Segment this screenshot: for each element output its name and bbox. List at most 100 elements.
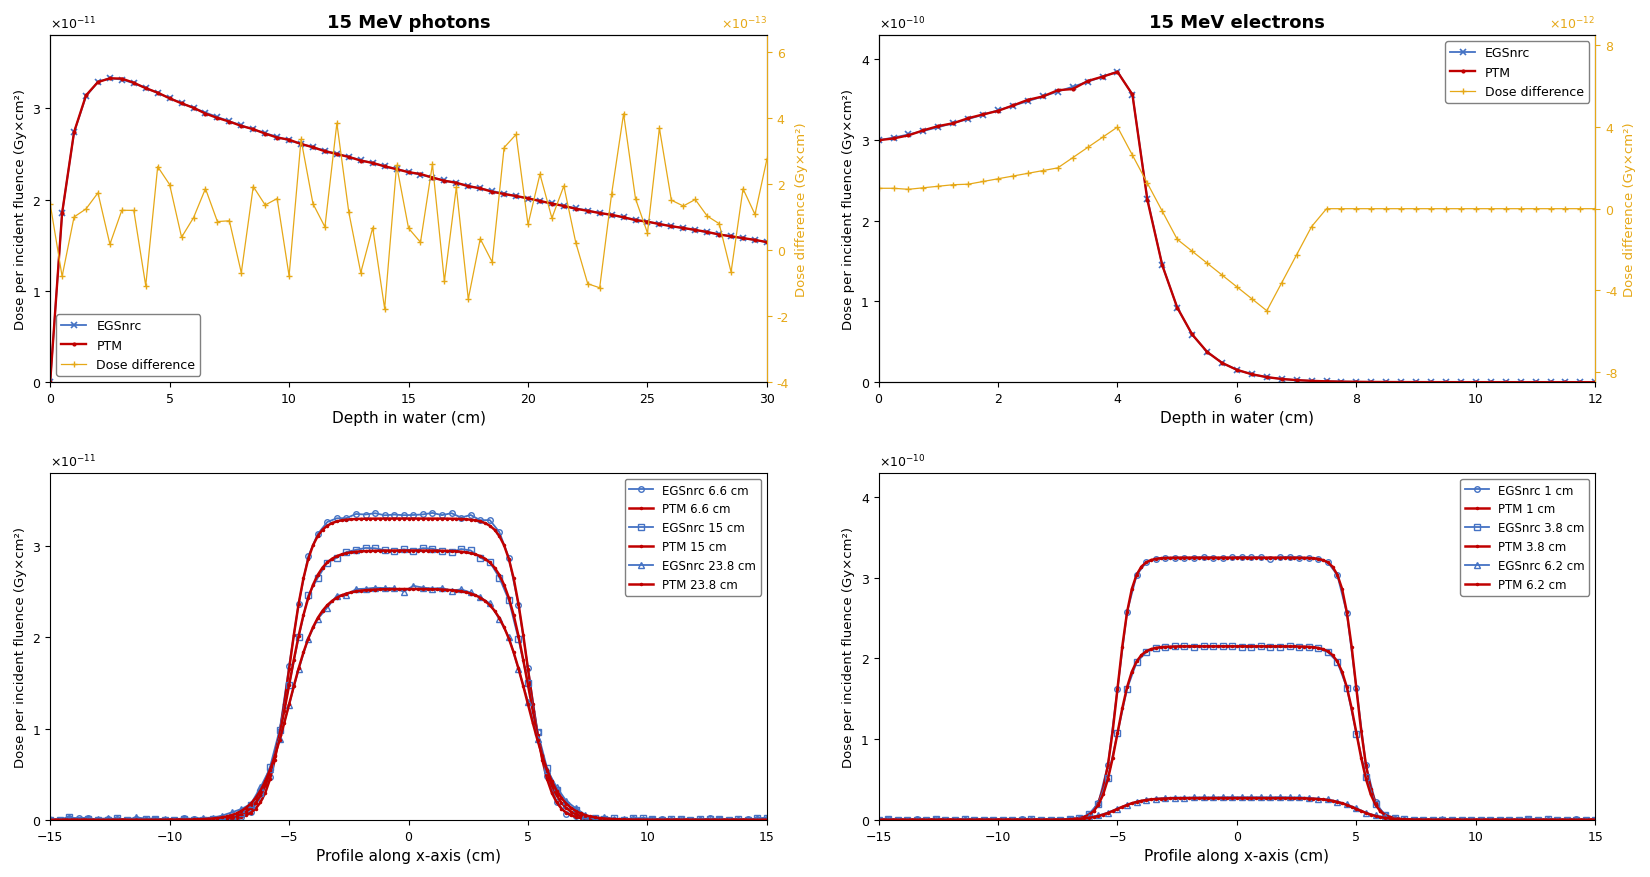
EGSnrc — [1107, 68, 1127, 78]
PTM — [868, 136, 888, 146]
PTM — [1482, 377, 1502, 388]
Dose difference — [884, 184, 904, 195]
EGSnrc — [1092, 73, 1112, 83]
PTM — [899, 131, 919, 141]
Dose difference — [1092, 132, 1112, 143]
Dose difference — [1346, 204, 1366, 215]
PTM 3.8 cm — [1218, 641, 1238, 652]
PTM 3.8 cm — [1327, 656, 1346, 667]
PTM — [929, 122, 949, 132]
EGSnrc — [1003, 102, 1023, 112]
EGSnrc — [101, 74, 120, 84]
EGSnrc 23.8 cm — [538, 765, 558, 775]
PTM — [196, 110, 216, 120]
PTM 23.8 cm — [40, 815, 59, 825]
Dose difference — [1541, 204, 1561, 215]
EGSnrc — [40, 377, 59, 388]
EGSnrc — [1571, 377, 1591, 388]
PTM — [219, 118, 239, 128]
PTM 6.2 cm — [868, 815, 888, 825]
PTM 15 cm — [389, 545, 409, 556]
EGSnrc 23.8 cm — [50, 815, 69, 825]
Legend: EGSnrc, PTM, Dose difference: EGSnrc, PTM, Dose difference — [1445, 42, 1589, 103]
EGSnrc 23.8 cm — [117, 815, 137, 825]
EGSnrc — [1198, 347, 1218, 358]
EGSnrc — [1257, 373, 1277, 383]
PTM 15 cm — [546, 790, 566, 801]
Title: 15 MeV photons: 15 MeV photons — [327, 14, 490, 32]
EGSnrc — [1465, 377, 1485, 388]
EGSnrc 6.6 cm — [528, 727, 548, 738]
Text: $\times 10^{-12}$: $\times 10^{-12}$ — [1549, 16, 1596, 32]
Line: PTM 23.8 cm: PTM 23.8 cm — [48, 588, 769, 822]
EGSnrc — [1526, 377, 1546, 388]
Dose difference — [1242, 294, 1262, 304]
Dose difference — [1406, 204, 1426, 215]
PTM 23.8 cm — [757, 815, 777, 825]
EGSnrc — [1228, 365, 1247, 375]
EGSnrc — [1302, 376, 1322, 387]
Line: PTM 15 cm: PTM 15 cm — [48, 549, 769, 822]
PTM — [1302, 376, 1322, 387]
Dose difference — [40, 199, 59, 210]
EGSnrc — [1152, 260, 1171, 271]
Legend: EGSnrc 6.6 cm, PTM 6.6 cm, EGSnrc 15 cm, PTM 15 cm, EGSnrc 23.8 cm, PTM 23.8 cm: EGSnrc 6.6 cm, PTM 6.6 cm, EGSnrc 15 cm,… — [625, 479, 761, 596]
PTM 6.2 cm — [1218, 793, 1238, 803]
PTM — [1511, 377, 1531, 388]
EGSnrc — [1213, 358, 1233, 368]
EGSnrc — [1122, 90, 1142, 101]
Line: EGSnrc 15 cm: EGSnrc 15 cm — [48, 545, 769, 823]
PTM — [1332, 377, 1351, 388]
PTM 1 cm — [1586, 815, 1605, 825]
EGSnrc 1 cm — [1336, 608, 1356, 618]
EGSnrc 15 cm — [289, 632, 309, 643]
EGSnrc — [1167, 303, 1186, 313]
Line: PTM: PTM — [876, 70, 1599, 386]
EGSnrc 23.8 cm — [432, 583, 452, 594]
PTM 23.8 cm — [498, 634, 518, 645]
PTM 23.8 cm — [399, 584, 419, 595]
PTM — [1242, 369, 1262, 380]
EGSnrc 3.8 cm — [1213, 641, 1233, 652]
PTM — [974, 110, 993, 120]
EGSnrc 15 cm — [356, 543, 376, 553]
EGSnrc — [1406, 377, 1426, 388]
EGSnrc 6.2 cm — [1346, 803, 1366, 814]
PTM 1 cm — [1576, 815, 1596, 825]
EGSnrc 15 cm — [528, 727, 548, 738]
EGSnrc — [1482, 377, 1502, 388]
PTM — [1152, 260, 1171, 271]
EGSnrc 15 cm — [40, 815, 59, 825]
PTM — [1183, 330, 1203, 340]
PTM — [959, 114, 978, 125]
PTM — [1450, 377, 1470, 388]
Text: $\times 10^{-11}$: $\times 10^{-11}$ — [50, 453, 96, 470]
PTM — [1541, 377, 1561, 388]
EGSnrc — [1511, 377, 1531, 388]
EGSnrc — [1586, 377, 1605, 388]
EGSnrc — [1183, 330, 1203, 340]
EGSnrc — [757, 238, 777, 248]
PTM — [1361, 377, 1381, 388]
PTM — [1048, 86, 1068, 96]
PTM — [1571, 377, 1591, 388]
EGSnrc 1 cm — [1117, 607, 1137, 617]
EGSnrc 6.6 cm — [412, 510, 432, 520]
Dose difference — [1317, 204, 1336, 215]
EGSnrc — [1436, 377, 1455, 388]
EGSnrc — [1272, 374, 1292, 385]
EGSnrc — [1556, 377, 1576, 388]
Dose difference — [868, 184, 888, 195]
PTM 3.8 cm — [1228, 641, 1247, 652]
PTM 6.6 cm — [294, 574, 314, 584]
EGSnrc 3.8 cm — [1462, 815, 1482, 825]
EGSnrc — [1317, 376, 1336, 387]
PTM — [1376, 377, 1396, 388]
PTM — [1287, 375, 1307, 386]
PTM — [988, 106, 1008, 117]
Dose difference — [1571, 204, 1591, 215]
Line: PTM 3.8 cm: PTM 3.8 cm — [876, 645, 1597, 822]
PTM — [40, 377, 59, 388]
Line: PTM: PTM — [48, 76, 769, 386]
EGSnrc — [1242, 369, 1262, 380]
